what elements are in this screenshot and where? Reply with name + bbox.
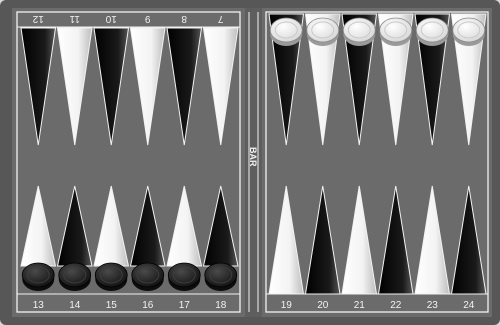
white-checker[interactable] <box>379 17 413 46</box>
point-1[interactable] <box>450 13 487 146</box>
labels-layer: 12 11 10 9 8 7 13 14 15 16 17 18 19 20 21 22 23 24 <box>32 13 474 311</box>
white-checker[interactable] <box>306 17 340 46</box>
bar-label: BAR <box>248 147 258 167</box>
point-number-15: 15 <box>106 300 118 311</box>
right-inner-border <box>265 11 489 313</box>
right-field <box>262 8 492 317</box>
point-number-16: 16 <box>142 300 154 311</box>
point-9[interactable] <box>129 27 166 146</box>
point-19[interactable] <box>268 185 305 295</box>
point-number-22: 22 <box>390 300 402 311</box>
point-20[interactable] <box>304 185 341 295</box>
point-number-11: 11 <box>69 13 80 24</box>
white-checker[interactable] <box>269 17 303 46</box>
black-checker[interactable] <box>58 262 92 291</box>
black-checker[interactable] <box>167 262 201 291</box>
point-number-21: 21 <box>354 300 366 311</box>
black-checker[interactable] <box>204 262 238 291</box>
point-10[interactable] <box>93 27 130 146</box>
point-number-9: 9 <box>145 13 151 24</box>
black-checker[interactable] <box>21 262 55 291</box>
point-21[interactable] <box>341 185 378 295</box>
left-inner-border <box>16 11 241 313</box>
point-number-23: 23 <box>427 300 439 311</box>
point-6[interactable] <box>268 13 305 146</box>
point-number-24: 24 <box>463 300 475 311</box>
point-number-8: 8 <box>181 13 187 24</box>
point-number-19: 19 <box>281 300 293 311</box>
white-checker[interactable] <box>342 17 376 46</box>
point-number-18: 18 <box>215 300 227 311</box>
point-number-13: 13 <box>33 300 45 311</box>
point-5[interactable] <box>304 13 341 146</box>
point-8[interactable] <box>166 27 203 146</box>
point-number-14: 14 <box>69 300 81 311</box>
point-7[interactable] <box>202 27 239 146</box>
white-checker[interactable] <box>452 17 486 46</box>
black-checker[interactable] <box>131 262 165 291</box>
point-11[interactable] <box>56 27 93 146</box>
point-12[interactable] <box>20 27 57 146</box>
point-number-17: 17 <box>179 300 191 311</box>
point-23[interactable] <box>414 185 451 295</box>
checkers-layer <box>21 17 486 291</box>
black-checker[interactable] <box>94 262 128 291</box>
point-4[interactable] <box>341 13 378 146</box>
point-22[interactable] <box>377 185 414 295</box>
point-2[interactable] <box>414 13 451 146</box>
point-number-7: 7 <box>218 13 224 24</box>
point-24[interactable] <box>450 185 487 295</box>
point-3[interactable] <box>377 13 414 146</box>
point-number-12: 12 <box>32 13 44 24</box>
point-number-10: 10 <box>105 13 117 24</box>
points-layer <box>20 13 487 295</box>
point-number-20: 20 <box>317 300 329 311</box>
white-checker[interactable] <box>415 17 449 46</box>
